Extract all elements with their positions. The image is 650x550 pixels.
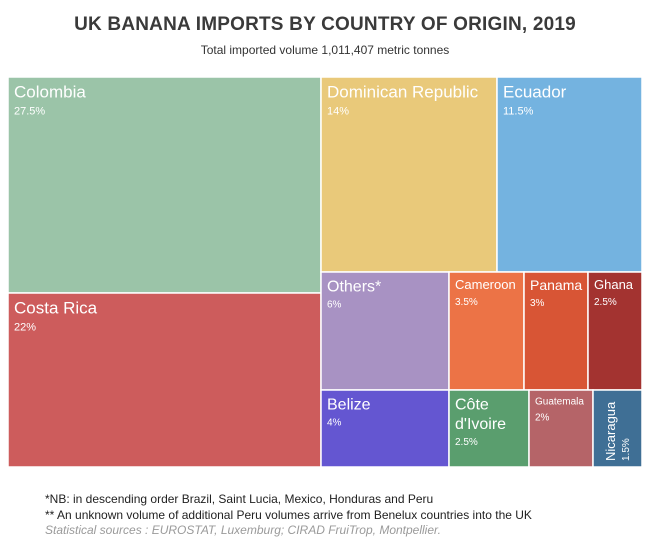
label-ecuador: Ecuador bbox=[503, 82, 567, 101]
cell-nicaragua bbox=[592, 389, 643, 468]
value-ecuador: 11.5% bbox=[503, 105, 534, 117]
value-ghana: 2.5% bbox=[594, 297, 617, 308]
cell-others bbox=[320, 271, 450, 391]
label-costa-rica: Costa Rica bbox=[14, 298, 98, 317]
cell-costa-rica bbox=[7, 292, 322, 468]
value-dominican-republic: 14% bbox=[327, 105, 349, 117]
value-costa-rica: 22% bbox=[14, 321, 36, 333]
value-others: 6% bbox=[327, 300, 342, 311]
label-dominican-republic: Dominican Republic bbox=[327, 82, 479, 101]
value-nicaragua: 1.5% bbox=[621, 438, 632, 461]
cell-panama bbox=[523, 271, 589, 391]
label-belize: Belize bbox=[327, 397, 371, 414]
label-cote-d-ivoire: Côte d'Ivoire bbox=[455, 397, 506, 433]
label-guatemala: Guatemala bbox=[535, 397, 584, 408]
cell-belize bbox=[320, 389, 450, 468]
cell-dominican-republic bbox=[320, 76, 498, 273]
value-belize: 4% bbox=[327, 418, 342, 429]
value-cote-d-ivoire: 2.5% bbox=[455, 437, 478, 448]
cell-cote-d-ivoire bbox=[448, 389, 530, 468]
label-nicaragua: Nicaragua bbox=[603, 401, 618, 461]
chart-title: UK BANANA IMPORTS BY COUNTRY OF ORIGIN, … bbox=[74, 14, 576, 35]
footnote-peru: ** An unknown volume of additional Peru … bbox=[45, 508, 532, 522]
chart-subtitle: Total imported volume 1,011,407 metric t… bbox=[200, 43, 450, 57]
value-colombia: 27.5% bbox=[14, 105, 45, 117]
value-guatemala: 2% bbox=[535, 413, 550, 424]
value-cameroon: 3.5% bbox=[455, 297, 478, 308]
footnote-others: *NB: in descending order Brazil, Saint L… bbox=[45, 492, 434, 506]
label-cameroon: Cameroon bbox=[455, 277, 516, 292]
cell-ecuador bbox=[496, 76, 643, 273]
cell-colombia bbox=[7, 76, 322, 294]
cell-ghana bbox=[587, 271, 643, 391]
cell-cameroon bbox=[448, 271, 525, 391]
treemap-chart: Colombia 27.5% Costa Rica 22% Dominican Repu… bbox=[7, 76, 643, 468]
label-others: Others* bbox=[327, 279, 381, 296]
label-panama: Panama bbox=[530, 277, 582, 293]
value-panama: 3% bbox=[530, 298, 545, 309]
source-note: Statistical sources : EUROSTAT, Luxembur… bbox=[45, 523, 441, 537]
label-colombia: Colombia bbox=[14, 82, 86, 101]
label-group-nicaragua: Nicaragua 1.5% bbox=[603, 401, 632, 461]
label-ghana: Ghana bbox=[594, 277, 634, 292]
